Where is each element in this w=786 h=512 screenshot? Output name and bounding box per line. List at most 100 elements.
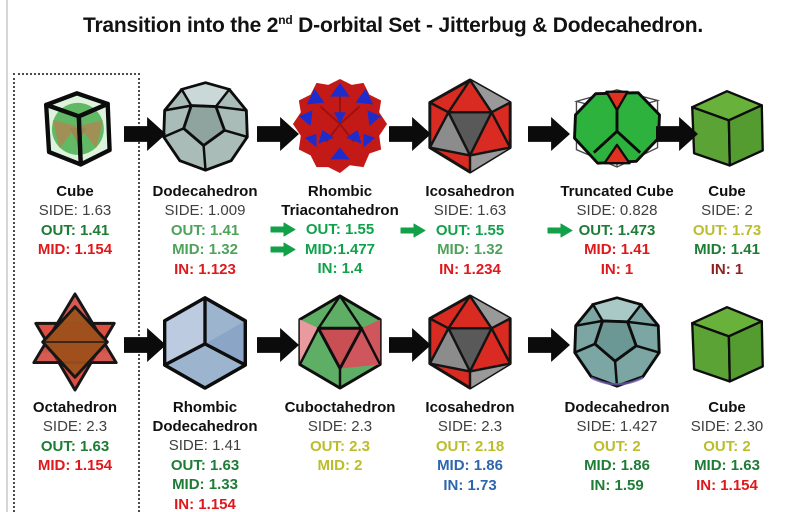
polyhedron-cell-cube: Cube SIDE: 1.63 OUT: 1.41 MID: 1.154 [10,70,140,260]
dodecahedron-teal-icon [569,286,665,398]
metric-line: OUT: 2.3 [310,437,370,457]
metric-value: MID: 1.32 [437,241,503,258]
metric-line: SIDE: 2.30 [691,417,764,437]
metric-line: MID: 1.86 [584,456,650,476]
metric-line: OUT: 2 [703,437,751,457]
metric-value: OUT: 2.18 [435,437,505,455]
polyhedron-name-line: Cuboctahedron [284,399,396,416]
polyhedron-name: Rhombic Triacontahedron [281,182,399,220]
polyhedron-name: Cube [708,182,746,201]
truncated-cube-icon [561,70,673,182]
metric-line: SIDE: 1.41 [169,436,242,456]
metric-value: OUT: 1.63 [40,437,110,455]
metric-line: MID: 1.41 [694,240,760,260]
polyhedron-name-line: Rhombic [307,183,373,200]
transition-row-2: Octahedron SIDE: 2.3 OUT: 1.63 MID: 1.154 Rh… [0,286,786,512]
cuboctahedron-icon [291,286,389,398]
metric-line: MID: 1.154 [38,456,112,476]
metric-line: SIDE: 2.3 [43,417,107,437]
metric-value: SIDE: 1.63 [433,202,507,219]
metric-line: OUT: 1.55 [400,221,505,241]
metric-value: MID: 1.154 [37,241,113,258]
polyhedron-name: Cube [56,182,94,201]
polyhedron-cell-octahedron: Octahedron SIDE: 2.3 OUT: 1.63 MID: 1.154 [10,286,140,476]
icosahedron-red-icon [421,286,519,398]
polyhedron-name: Octahedron [33,398,117,417]
polyhedron-cell-rhombic-triacontahedron: Rhombic Triacontahedron OUT: 1.55 MID:1.477… [265,70,415,279]
polyhedron-name-line: Cube [708,183,746,200]
metric-line: IN: 1.234 [439,260,501,280]
metric-line: MID: 1.154 [38,240,112,260]
transition-row-1: Cube SIDE: 1.63 OUT: 1.41 MID: 1.154 Dodecah… [0,70,786,286]
metric-value: OUT: 1.41 [40,221,110,239]
title-text: D-orbital Set - Jitterbug & Dodecahedron… [292,14,704,37]
metric-value: IN: 1.154 [696,476,758,494]
metric-line: IN: 1.154 [174,495,236,512]
metric-value: IN: 1.59 [590,476,644,494]
green-arrow-icon [547,223,573,244]
metric-value: SIDE: 2.3 [437,418,503,435]
metric-line: SIDE: 2.3 [308,417,372,437]
polyhedron-cell-cube: Cube SIDE: 2 OUT: 1.73 MID: 1.41 IN: 1 [667,70,786,279]
metric-line: MID: 2 [318,456,363,476]
icosahedron-red-icon [421,70,519,182]
metric-value: MID:1.477 [304,240,376,258]
polyhedron-name-line: Dodecahedron [152,183,258,200]
metric-line: OUT: 1.55 [270,220,375,240]
metric-value: OUT: 2 [703,437,751,455]
metric-line: IN: 1 [711,260,744,280]
title-text: Transition into the 2 [82,14,279,37]
metric-value: IN: 1 [710,260,744,278]
metric-line: SIDE: 1.63 [39,201,112,221]
polyhedron-name-line: Dodecahedron [152,418,258,435]
polyhedron-name: Icosahedron [425,182,514,201]
polyhedron-name-line: Triacontahedron [281,202,399,219]
polyhedron-cell-cube: Cube SIDE: 2.30 OUT: 2 MID: 1.63 IN: 1.154 [667,286,786,495]
metric-line: OUT: 1.473 [547,221,656,241]
metric-line: IN: 1.4 [317,259,362,279]
polyhedron-cell-cuboctahedron: Cuboctahedron SIDE: 2.3 OUT: 2.3 MID: 2 [265,286,415,476]
rhombic-dodecahedron-blue-icon [157,286,253,398]
metric-value: MID: 1.154 [37,457,113,474]
metric-line: IN: 1.123 [174,260,236,280]
polyhedron-cell-dodecahedron: Dodecahedron SIDE: 1.009 OUT: 1.41 MID: 1.3… [140,70,270,279]
polyhedron-name-line: Rhombic [172,399,238,416]
metric-line: IN: 1.154 [696,476,758,496]
metric-value: IN: 1.73 [443,476,497,494]
page-title: Transition into the 2nd D-orbital Set - … [0,13,786,38]
metric-line: MID: 1.63 [694,456,760,476]
green-arrow-icon [400,223,426,244]
cube-green-icon [677,286,777,398]
metric-value: OUT: 1.73 [692,221,762,239]
metric-value: OUT: 1.473 [578,221,656,239]
cube-green-icon [677,70,777,182]
metric-line: MID: 1.32 [172,240,238,260]
dodecahedron-gray-icon [158,70,253,182]
cube-jitterbug-icon [25,70,125,182]
metric-line: OUT: 2.18 [436,437,504,457]
polyhedron-cell-dodecahedron: Dodecahedron SIDE: 1.427 OUT: 2 MID: 1.86 IN… [552,286,682,495]
metric-value: SIDE: 2.3 [42,418,108,435]
polyhedron-name: Dodecahedron [564,398,669,417]
metric-value: MID: 1.32 [172,241,238,258]
metric-value: SIDE: 2.3 [307,418,373,435]
octahedron-star-icon [26,286,124,398]
metric-value: IN: 1.123 [174,260,236,278]
metric-value: SIDE: 1.63 [38,202,112,219]
metric-line: IN: 1.73 [443,476,496,496]
metric-value: OUT: 1.55 [305,221,375,238]
polyhedron-name-line: Icosahedron [425,399,515,416]
metric-value: IN: 1.4 [317,260,363,277]
metric-line: SIDE: 2 [701,201,753,221]
metric-value: MID: 2 [317,457,363,474]
metric-value: SIDE: 2.30 [690,418,764,435]
polyhedron-name: Icosahedron [425,398,514,417]
metric-value: OUT: 1.55 [435,221,505,239]
metric-value: MID: 1.33 [172,476,238,493]
metric-value: OUT: 2.3 [309,437,370,455]
metric-line: IN: 1 [601,260,634,280]
metric-line: IN: 1.59 [590,476,643,496]
page-edge-line [6,0,8,512]
metric-value: SIDE: 2 [701,202,753,219]
